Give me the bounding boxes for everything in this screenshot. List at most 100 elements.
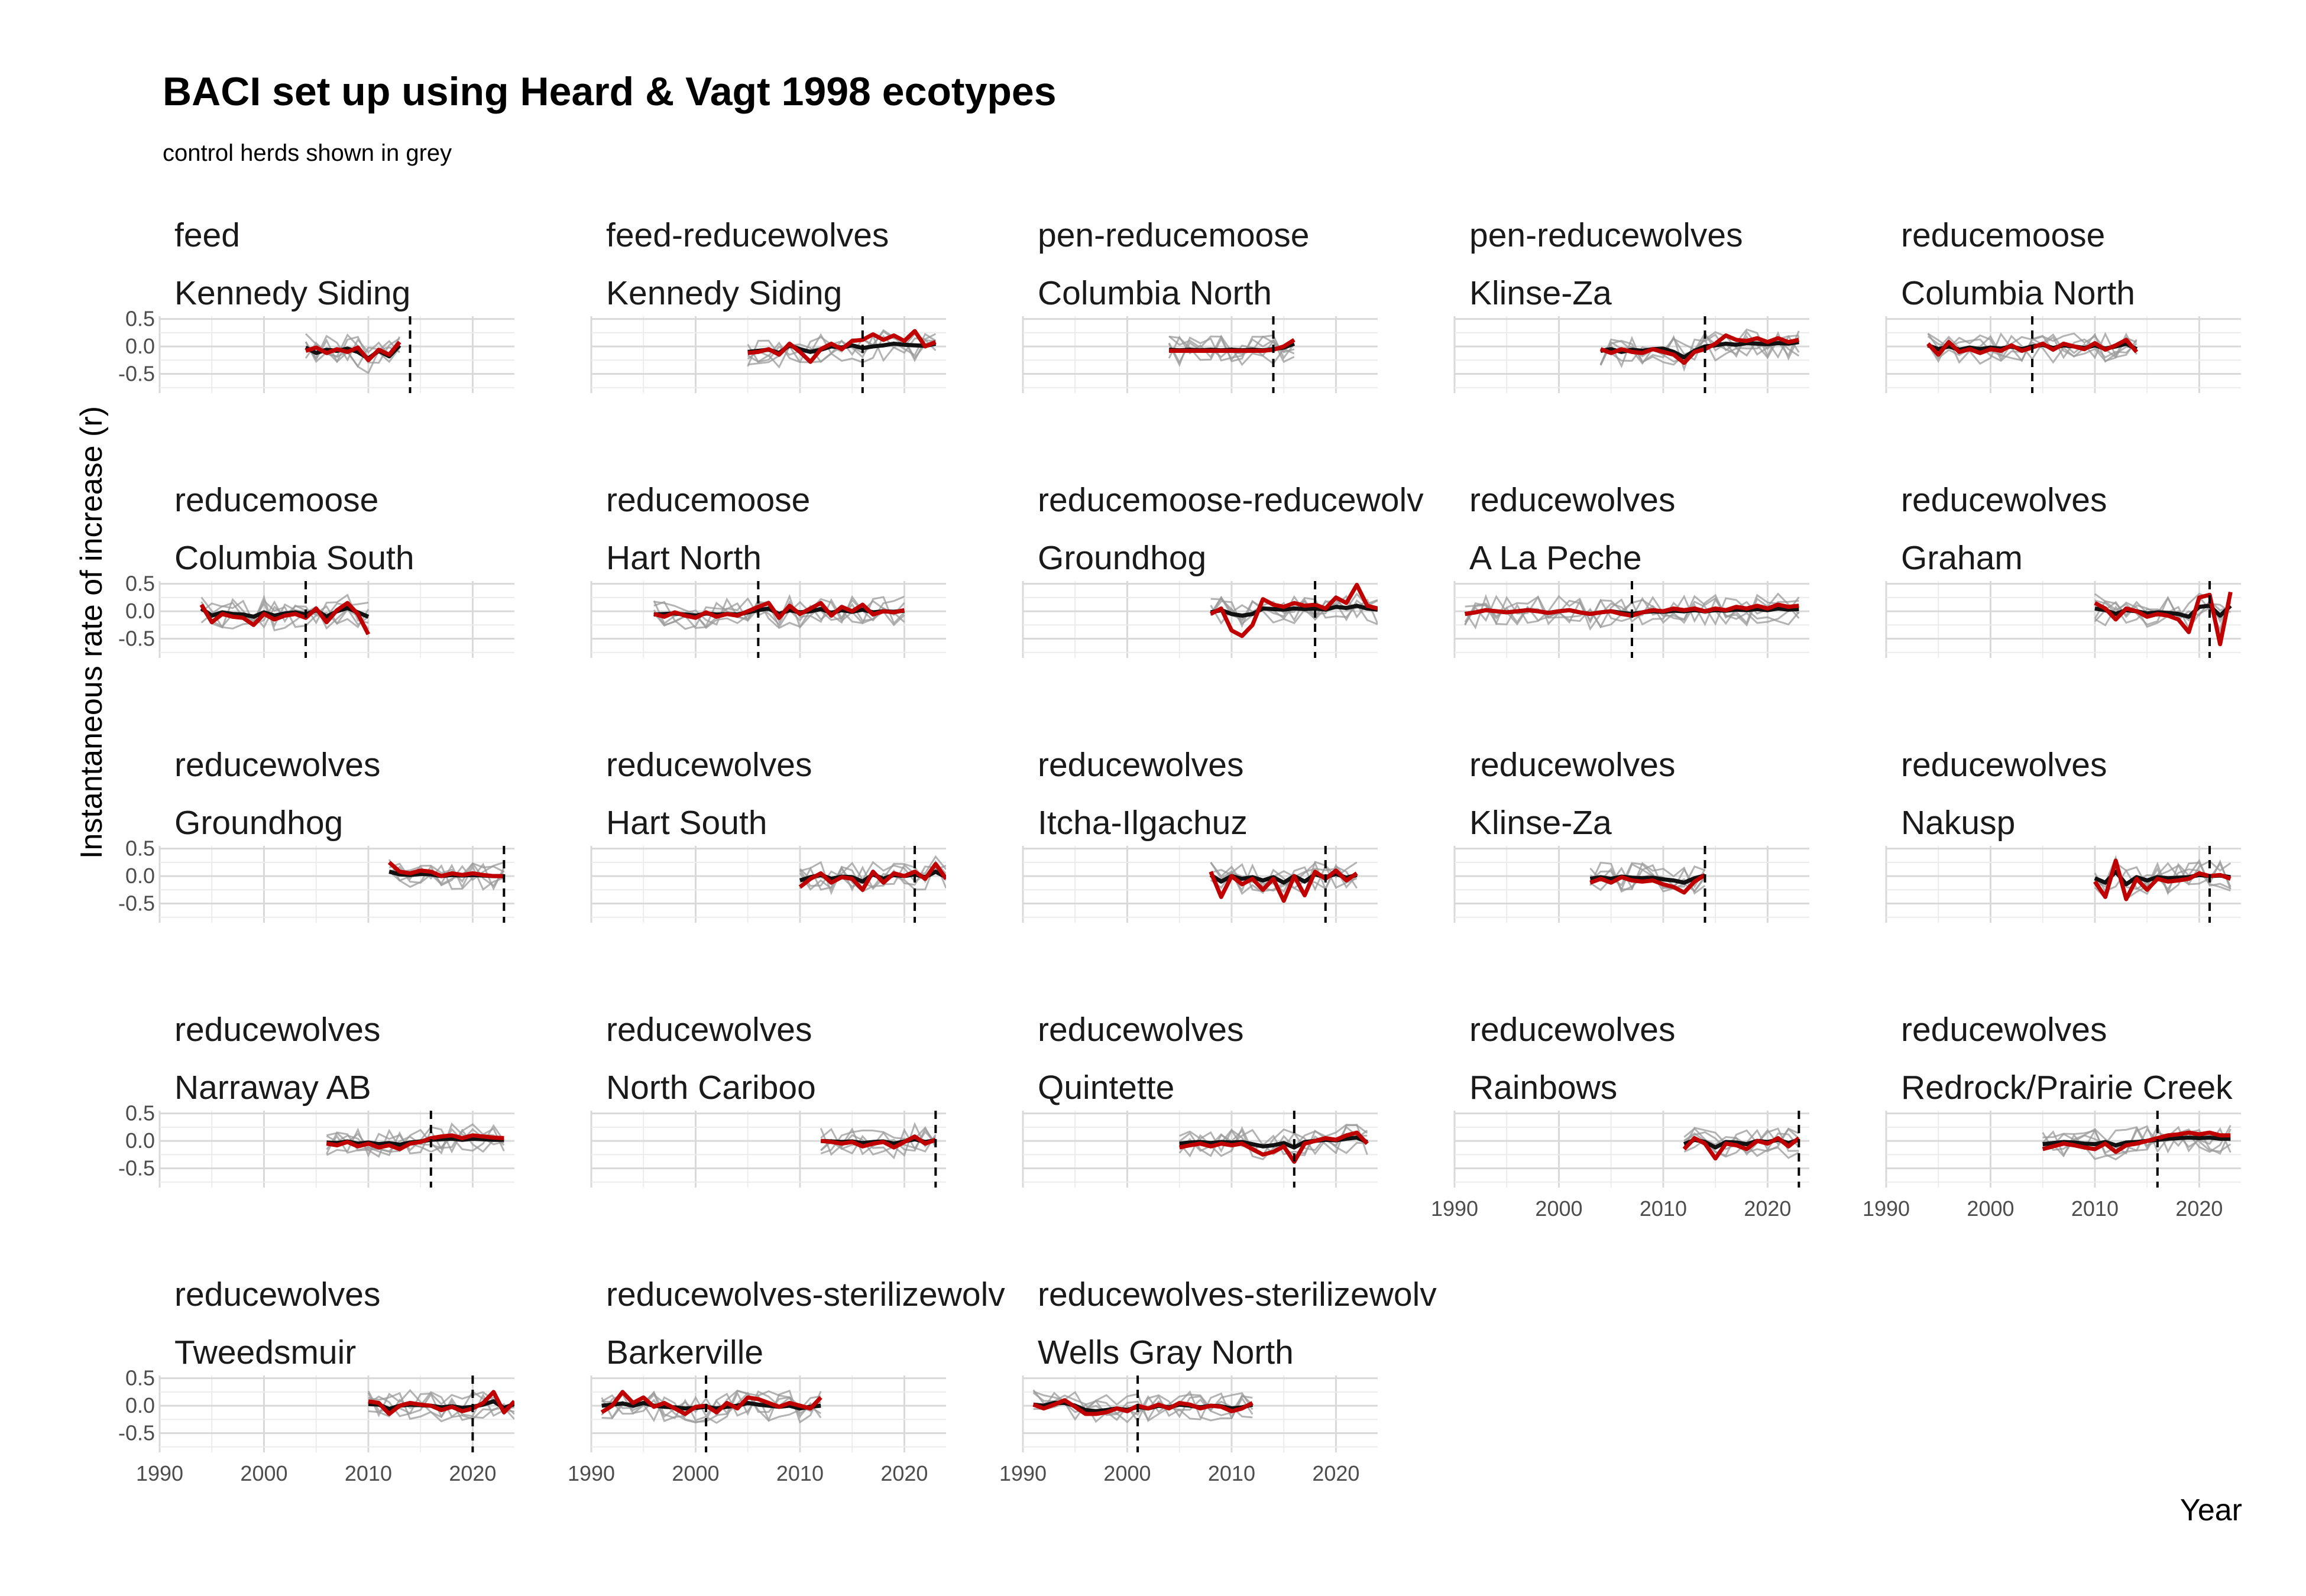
control-herd-line <box>1032 1389 1253 1423</box>
panel-series <box>199 593 371 635</box>
x-tick-label: 2020 <box>880 1461 928 1485</box>
x-tick-label: 2010 <box>2071 1196 2119 1221</box>
strip-herd-label: Tweedsmuir <box>174 1334 356 1371</box>
strip-treatment-label: pen-reducewolves <box>1469 216 1743 254</box>
control-herd-line <box>200 601 370 630</box>
control-herd-line <box>368 1391 514 1423</box>
facet-panel: reducewolves Narraway AB 0.5 0.0 -0.5 <box>118 1011 514 1188</box>
treatment-herd-line <box>2042 1130 2231 1154</box>
y-tick-label: -0.5 <box>118 891 155 916</box>
strip-treatment-label: pen-reducemoose <box>1038 216 1309 254</box>
strip-treatment-label: reducewolves <box>1901 746 2107 784</box>
treatment-herd-line <box>326 1133 504 1151</box>
treatment-herd-line <box>1589 873 1706 895</box>
facet-panel: reducewolves North Cariboo <box>590 1011 946 1188</box>
strip-herd-label: Hart North <box>606 539 762 577</box>
facet-panel: reducewolves A La Peche <box>1453 481 1809 658</box>
treatment-herd-line <box>1599 333 1800 365</box>
x-tick-label: 2020 <box>2175 1196 2223 1221</box>
strip-herd-label: Graham <box>1901 539 2023 577</box>
facet-panel: reducewolves-sterilizewolv Barkerville 199… <box>568 1276 1005 1485</box>
x-tick-label: 1990 <box>1863 1196 1910 1221</box>
y-tick-label: -0.5 <box>118 362 155 386</box>
facet-panel: reducewolves Tweedsmuir 0.5 0.0 -0.5 1990 2000… <box>118 1276 514 1485</box>
control-mean-line <box>1210 604 1378 618</box>
strip-herd-label: Columbia South <box>174 539 414 577</box>
strip-treatment-label: reducewolves <box>1469 1011 1676 1049</box>
x-tick-label: 2000 <box>1967 1196 2014 1221</box>
panel-series <box>600 1389 822 1424</box>
control-herd-line <box>1927 332 2137 362</box>
strip-treatment-label: reducewolves <box>606 746 812 784</box>
y-axis-title: Instantaneous rate of increase (r) <box>75 406 109 859</box>
control-herd-line <box>388 862 505 887</box>
panel-series <box>1210 583 1378 638</box>
panel-series <box>2093 855 2231 901</box>
control-herd-line <box>601 1390 822 1424</box>
facet-panel: reducemoose Hart North <box>590 481 946 658</box>
treatment-herd-line <box>387 861 504 878</box>
y-tick-label: 0.0 <box>125 864 155 888</box>
x-tick-label: 2010 <box>345 1461 392 1485</box>
control-mean-line <box>1589 873 1706 885</box>
panel-series <box>1032 1389 1254 1423</box>
strip-treatment-label: reducewolves <box>174 1276 381 1313</box>
strip-herd-label: Klinse-Za <box>1469 804 1612 842</box>
strip-herd-label: North Cariboo <box>606 1069 816 1107</box>
strip-herd-label: Barkerville <box>606 1334 763 1371</box>
strip-treatment-label: reducemoose <box>606 481 810 519</box>
strip-herd-label: Groundhog <box>1038 539 1206 577</box>
y-tick-label: 0.0 <box>125 334 155 358</box>
strip-treatment-label: reducewolves <box>1038 1011 1244 1049</box>
facet-panels: feed Kennedy Siding 0.5 0.0 -0.5 feed-reducew… <box>118 216 2241 1485</box>
control-herd-line <box>653 598 905 630</box>
strip-treatment-label: reducewolves-sterilizewolv <box>606 1276 1005 1313</box>
strip-treatment-label: reducewolves <box>606 1011 812 1049</box>
control-herd-line <box>326 1124 505 1153</box>
control-herd-line <box>1600 338 1800 362</box>
strip-treatment-label: reducewolves <box>174 1011 381 1049</box>
strip-herd-label: Groundhog <box>174 804 343 842</box>
x-tick-label: 2010 <box>1208 1461 1255 1485</box>
control-mean-line <box>2094 604 2232 619</box>
control-herd-line <box>820 1128 937 1160</box>
facet-panel: reducewolves Groundhog 0.5 0.0 -0.5 <box>118 746 514 923</box>
strip-treatment-label: reducewolves <box>1469 746 1676 784</box>
panel-series <box>1178 1124 1369 1164</box>
control-herd-line <box>388 859 504 888</box>
panel-series <box>798 855 946 896</box>
panel-series <box>1209 861 1358 903</box>
strip-herd-label: Rainbows <box>1469 1069 1617 1107</box>
x-axis-title: Year <box>2180 1493 2242 1527</box>
control-herd-line <box>1589 862 1706 895</box>
strip-treatment-label: reducewolves-sterilizewolv <box>1038 1276 1437 1313</box>
x-tick-label: 1990 <box>136 1461 183 1485</box>
treatment-herd-line <box>798 862 946 892</box>
facet-panel: reducewolves Klinse-Za <box>1453 746 1809 923</box>
facet-panel: pen-reducemoose Columbia North <box>1022 216 1378 393</box>
y-tick-label: -0.5 <box>118 1421 155 1445</box>
strip-herd-label: Columbia North <box>1038 274 1272 312</box>
panel-series <box>326 1122 505 1158</box>
strip-herd-label: Nakusp <box>1901 804 2015 842</box>
strip-herd-label: Wells Gray North <box>1038 1334 1294 1371</box>
x-tick-label: 1990 <box>568 1461 615 1485</box>
strip-treatment-label: feed <box>174 216 240 254</box>
control-herd-line <box>799 861 946 896</box>
control-herd-line <box>1210 862 1358 889</box>
strip-treatment-label: feed-reducewolves <box>606 216 889 254</box>
treatment-herd-line <box>199 601 371 635</box>
control-herd-line <box>2042 1124 2231 1154</box>
panel-series <box>820 1121 937 1160</box>
chart-subtitle: control herds shown in grey <box>163 140 452 166</box>
facet-panel: reducewolves Rainbows 1990 2000 2010 2020 <box>1431 1011 1809 1221</box>
x-tick-label: 1990 <box>1431 1196 1478 1221</box>
x-tick-label: 2000 <box>1535 1196 1582 1221</box>
strip-treatment-label: reducewolves <box>1901 1011 2107 1049</box>
panel-series <box>1926 332 2139 365</box>
strip-herd-label: A La Peche <box>1469 539 1642 577</box>
facet-panel: reducewolves Nakusp <box>1885 746 2241 923</box>
x-tick-label: 2020 <box>1744 1196 1791 1221</box>
facet-panel: reducewolves Redrock/Prairie Creek 1990 200… <box>1863 1011 2241 1221</box>
facet-panel: reducemoose Columbia South 0.5 0.0 -0.5 <box>118 481 514 658</box>
